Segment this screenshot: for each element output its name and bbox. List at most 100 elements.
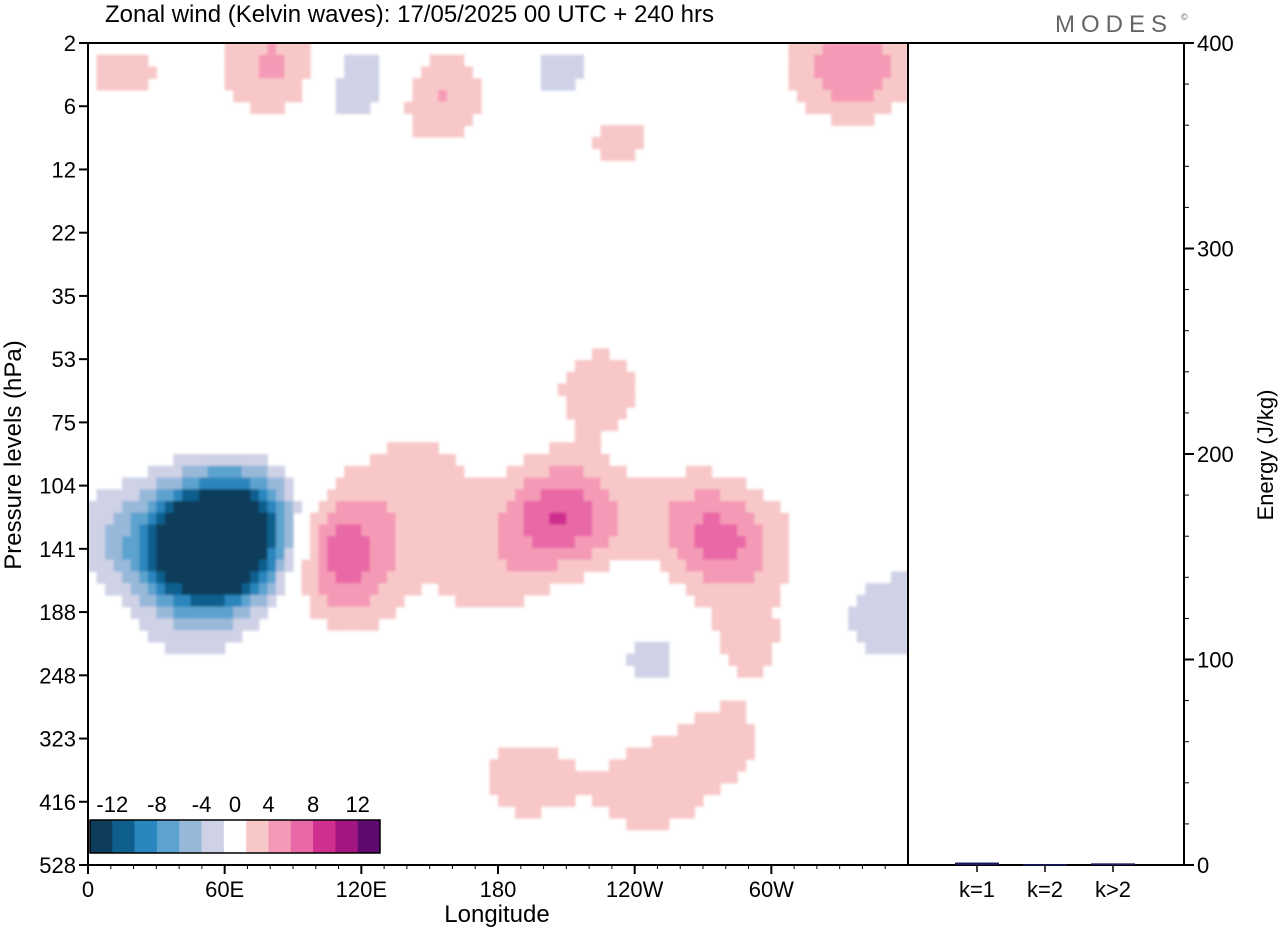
heatmap-cell [532, 454, 542, 467]
heatmap-cell [352, 489, 362, 502]
heatmap-cell [207, 489, 217, 502]
heatmap-cell [352, 465, 362, 479]
heatmap-cell [147, 489, 157, 502]
heatmap-cell [318, 547, 328, 561]
heatmap-cell [164, 630, 175, 643]
heatmap-cell [318, 524, 328, 537]
heatmap-cell [258, 559, 268, 573]
heatmap-cell [386, 500, 397, 514]
heatmap-cell [574, 454, 585, 467]
heatmap-cell [472, 536, 482, 549]
heatmap-cell [591, 547, 602, 561]
heatmap-cell [591, 395, 602, 408]
heatmap-cell [694, 477, 704, 490]
heatmap-cell [711, 524, 721, 537]
heatmap-cell [566, 407, 576, 420]
heatmap-cell [105, 571, 115, 584]
heatmap-cell [498, 477, 508, 490]
heatmap-cell [190, 454, 200, 467]
heatmap-cell [754, 524, 764, 537]
heatmap-cell [822, 78, 832, 91]
heatmap-cell [762, 547, 772, 561]
heatmap-cell [788, 78, 798, 91]
heatmap-cell [378, 477, 388, 490]
heatmap-cell [224, 547, 234, 561]
heatmap-cell [147, 500, 157, 514]
heatmap-cell [591, 383, 602, 396]
heatmap-cell [207, 594, 217, 608]
heatmap-cell [882, 101, 892, 115]
heatmap-cell [677, 724, 687, 737]
heatmap-cell [634, 665, 644, 678]
heatmap-cell [703, 594, 713, 608]
heatmap-cell [574, 465, 585, 479]
heatmap-cell [412, 500, 422, 514]
heatmap-cell [600, 477, 610, 490]
heatmap-cell [199, 477, 209, 490]
heatmap-cell [890, 618, 901, 631]
heatmap-cell [275, 78, 286, 91]
heatmap-cell [873, 89, 883, 103]
heatmap-cell [327, 618, 337, 631]
heatmap-cell [600, 547, 610, 561]
heatmap-cell [369, 559, 380, 573]
heatmap-cell [737, 477, 747, 490]
heatmap-cell [600, 136, 610, 150]
heatmap-cell [668, 794, 678, 807]
heatmap-cell [549, 465, 559, 479]
heatmap-cell [711, 489, 721, 502]
heatmap-cell [728, 559, 738, 573]
heatmap-cell [369, 500, 380, 514]
heatmap-cell [600, 465, 610, 479]
heatmap-cell [737, 536, 747, 549]
heatmap-cell [728, 735, 738, 749]
heatmap-cell [224, 618, 234, 631]
heatmap-cell [267, 489, 277, 502]
heatmap-cell [668, 747, 678, 760]
heatmap-cell [523, 536, 533, 549]
heatmap-cell [369, 618, 380, 631]
heatmap-cell [241, 524, 251, 537]
heatmap-cell [771, 547, 781, 561]
heatmap-cell [677, 794, 687, 807]
heatmap-cell [463, 66, 473, 79]
heatmap-cell [463, 101, 473, 115]
heatmap-cell [378, 606, 388, 619]
heatmap-cell [455, 594, 465, 608]
heatmap-cell [523, 524, 533, 537]
heatmap-cell [105, 524, 115, 537]
heatmap-cell [728, 724, 738, 737]
heatmap-cell [429, 536, 439, 549]
heatmap-cell [386, 442, 397, 455]
heatmap-cell [549, 66, 559, 79]
heatmap-cell [352, 78, 362, 91]
heatmap-cell [224, 571, 234, 584]
heatmap-cell [745, 618, 755, 631]
heatmap-cell [566, 536, 576, 549]
heatmap-cell [130, 524, 140, 537]
heatmap-cell [703, 477, 713, 490]
heatmap-cell [643, 536, 653, 549]
heatmap-cell [626, 136, 636, 150]
heatmap-cell [446, 125, 456, 138]
heatmap-cell [369, 571, 380, 584]
heatmap-cell [506, 489, 516, 502]
heatmap-cell [267, 524, 277, 537]
heatmap-cell [566, 465, 576, 479]
heatmap-cell [532, 759, 542, 772]
heatmap-cell [224, 594, 234, 608]
heatmap-cell [540, 78, 550, 91]
heatmap-cell [660, 524, 670, 537]
heatmap-cell [301, 571, 311, 584]
heatmap-cell [805, 66, 815, 79]
heatmap-cell [634, 747, 644, 760]
heatmap-cell [703, 747, 713, 760]
heatmap-cell [378, 489, 388, 502]
pressure-tick-label: 53 [52, 347, 76, 372]
heatmap-cell [446, 66, 456, 79]
heatmap-cell [805, 101, 815, 115]
heatmap-cell [566, 782, 576, 796]
heatmap-cell [634, 771, 644, 784]
heatmap-cell [591, 454, 602, 467]
